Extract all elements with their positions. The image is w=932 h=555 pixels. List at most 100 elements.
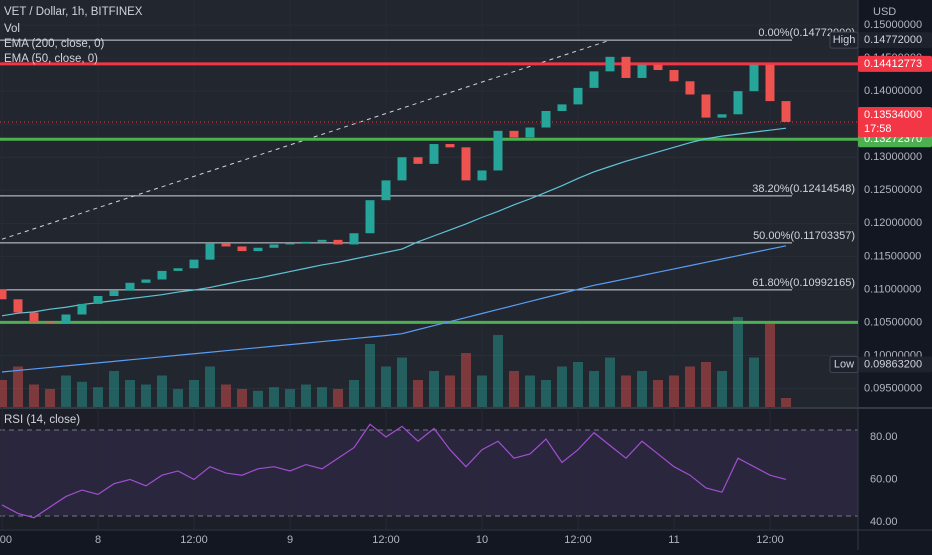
x-tick-label: 12:00 [180,534,208,546]
price-badge-label: 0.14772000 [864,34,922,46]
y-tick-label: 0.12000000 [864,217,922,229]
badge-tag [829,31,859,49]
fib-label: 50.00%(0.11703357) [753,230,855,242]
candle-body [701,94,711,118]
volume-bar [221,384,231,407]
candle-body [461,147,471,181]
price-badge [858,106,932,137]
x-tick-label: 9 [287,534,293,546]
candle-body [125,282,135,291]
candle-body [269,244,279,248]
volume-bar [461,353,471,407]
candle-body [573,87,583,105]
candle-body [189,259,199,269]
ema50-legend: EMA (50, close, 0) [4,53,98,65]
volume-legend: Vol [4,23,20,35]
candle-body [173,268,183,271]
volume-bar [685,366,695,407]
candle-body [541,111,551,128]
volume-bar [93,387,103,407]
volume-bar [573,362,583,407]
y-tick-label: 0.12500000 [864,184,922,196]
currency-label: USD [873,6,896,18]
badge-tag [829,356,859,374]
volume-bar [605,357,615,407]
x-tick-label: :00 [0,534,12,546]
countdown-label: 17:58 [864,123,892,135]
candle-body [253,247,263,252]
y-tick-label: 0.15000000 [864,19,922,31]
volume-bar [13,366,23,407]
candle-body [221,243,231,247]
candle-body [397,157,407,181]
volume-bar [749,357,759,407]
volume-bar [45,389,55,407]
x-tick-label: 12:00 [372,534,400,546]
volume-bar [781,398,791,407]
candle-body [413,157,423,164]
rsi-tick-label: 80.00 [870,431,898,443]
volume-bar [397,357,407,407]
candle-body [621,56,631,78]
volume-bar [717,371,727,407]
ema-line [1,127,787,317]
volume-bar [557,366,567,407]
y-tick-label: 0.11000000 [864,283,921,295]
rsi-tick-label: 40.00 [870,516,898,528]
ema-line [1,245,787,373]
candle-body [157,270,167,280]
price-badge-label: 0.13534000 [864,109,922,121]
volume-bar [77,381,87,407]
rsi-pane [0,409,858,529]
price-badge-label: 0.14412773 [864,58,922,70]
candle-body [29,312,39,323]
volume-bar [173,389,183,407]
candle-body [365,200,375,234]
price-badge-label: 0.09863200 [864,358,922,370]
volume-bar [493,335,503,407]
volume-bar [285,389,295,407]
volume-bar [733,317,743,407]
x-tick-label: 8 [95,534,101,546]
volume-bar [141,384,151,407]
candle-body [45,322,55,324]
candle-body [685,81,695,95]
volume-bar [0,380,7,407]
volume-bar [445,375,455,407]
candle-body [477,170,487,181]
price-badge [858,55,932,72]
trend-line [1,39,611,240]
fib-label: 61.80%(0.10992165) [752,277,855,289]
price-badge [858,356,932,373]
volume-bar [189,380,199,407]
volume-bar [765,321,775,407]
candle-body [141,279,151,283]
candle-body [237,246,247,252]
price-badge [858,32,932,49]
candle-body [381,180,391,201]
candle-body [77,303,87,315]
volume-bar [109,371,119,407]
y-tick-label: 0.10500000 [864,316,922,328]
volume-bar [621,375,631,407]
candle-body [717,114,727,118]
candle-body [349,233,359,245]
rsi-band [0,430,858,516]
y-tick-label: 0.11500000 [864,250,921,262]
candle-body [333,239,343,245]
candle-body [61,314,71,324]
volume-bar [701,362,711,407]
candle-body [525,127,535,138]
candle-body [93,296,103,304]
x-tick-label: 10 [476,534,488,546]
volume-bar [61,375,71,407]
volume-bar [253,390,263,407]
volume-bar [381,366,391,407]
y-tick-label: 0.13000000 [864,151,922,163]
candle-body [493,130,503,171]
candle-body [589,71,599,88]
rsi-legend: RSI (14, close) [4,414,80,426]
candle-body [557,104,567,111]
candle-body [445,144,455,148]
